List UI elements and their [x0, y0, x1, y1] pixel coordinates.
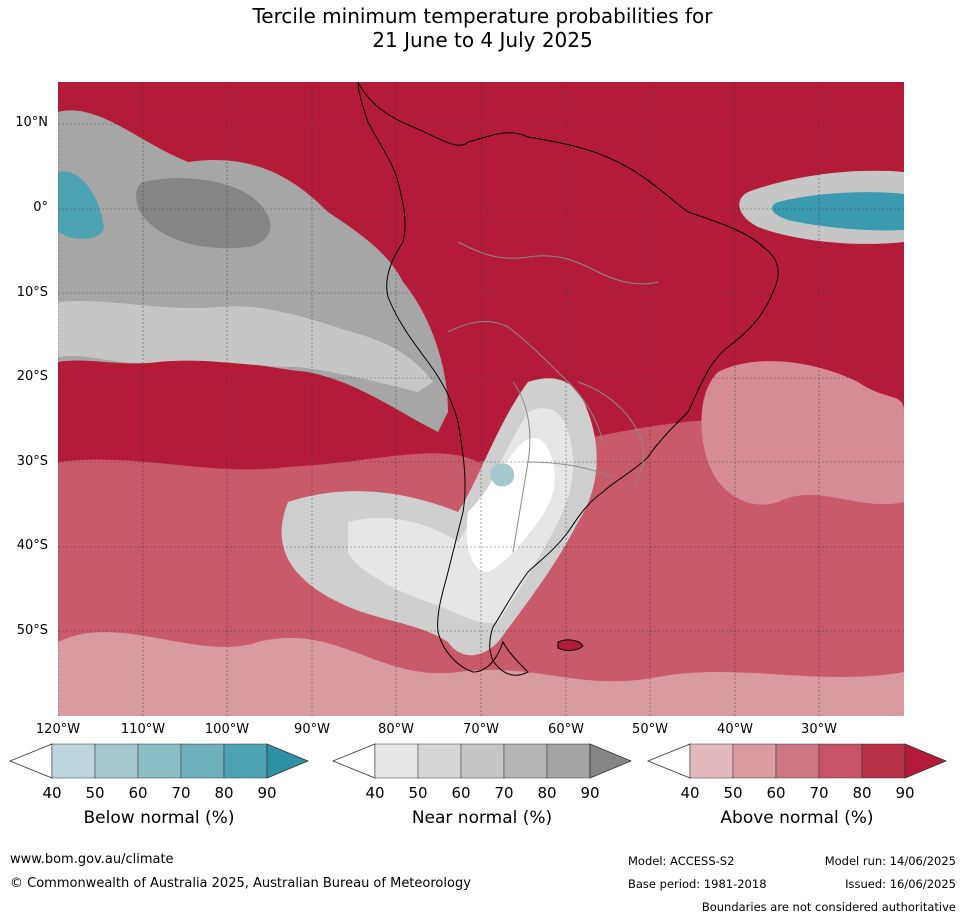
- above-tick-90: 90: [895, 784, 915, 802]
- south-america-coastline: [357, 82, 779, 676]
- above-colorbar-swatch-3: [775, 743, 820, 779]
- graticule: [58, 82, 904, 716]
- lon-label-100w: 100°W: [204, 722, 250, 737]
- lon-label-120w: 120°W: [35, 722, 81, 737]
- below-colorbar-swatch-2: [94, 743, 139, 779]
- lon-label-70w: 70°W: [463, 722, 499, 737]
- lon-label-50w: 50°W: [632, 722, 668, 737]
- near-normal-dark-region: [136, 178, 271, 249]
- below-normal-colorbar: [8, 743, 310, 779]
- below-colorbar-low-triangle: [8, 743, 53, 779]
- footer-url[interactable]: www.bom.gov.au/climate: [10, 852, 174, 867]
- below-colorbar-swatch-4: [180, 743, 225, 779]
- above-tick-60: 60: [766, 784, 786, 802]
- falkland-islands: [557, 639, 584, 651]
- near-colorbar-swatch-3: [460, 743, 505, 779]
- near-colorbar-high-triangle: [589, 743, 633, 779]
- above-normal-light-region-2: [701, 361, 904, 505]
- above-colorbar-swatch-4: [818, 743, 863, 779]
- lat-label-30s: 30°S: [16, 454, 48, 469]
- above-normal-title: Above normal (%): [720, 808, 874, 828]
- footer-disclaimer: Boundaries are not considered authoritat…: [701, 900, 956, 914]
- lat-label-10n: 10°N: [15, 115, 48, 130]
- above-colorbar-high-triangle: [904, 743, 948, 779]
- above-normal-colorbar: [646, 743, 948, 779]
- above-colorbar-swatch-2: [732, 743, 777, 779]
- chart-title: Tercile minimum temperature probabilitie…: [0, 4, 965, 52]
- lat-label-20s: 20°S: [16, 369, 48, 384]
- below-colorbar-swatch-3: [137, 743, 182, 779]
- lon-label-90w: 90°W: [294, 722, 330, 737]
- footer-copyright: © Commonwealth of Australia 2025, Austra…: [10, 876, 471, 891]
- near-normal-light-region: [58, 300, 433, 392]
- near-tick-70: 70: [494, 784, 514, 802]
- near-normal-white-region: [466, 438, 555, 572]
- below-tick-60: 60: [128, 784, 148, 802]
- above-tick-50: 50: [723, 784, 743, 802]
- lat-label-50s: 50°S: [16, 623, 48, 638]
- near-colorbar-low-triangle: [331, 743, 376, 779]
- footer-issued: Issued: 16/06/2025: [845, 877, 956, 891]
- below-normal-pacific-region: [58, 171, 104, 239]
- below-normal-title: Below normal (%): [83, 808, 235, 828]
- below-tick-90: 90: [257, 784, 277, 802]
- footer-model: Model: ACCESS-S2: [628, 854, 735, 868]
- below-tick-40: 40: [42, 784, 62, 802]
- title-line-1: Tercile minimum temperature probabilitie…: [252, 4, 713, 28]
- above-tick-70: 70: [809, 784, 829, 802]
- below-normal-atlantic-core: [772, 192, 904, 231]
- footer-model-run: Model run: 14/06/2025: [824, 854, 956, 868]
- below-colorbar-high-triangle: [266, 743, 310, 779]
- near-colorbar-swatch-1: [374, 743, 419, 779]
- below-colorbar-swatch-5: [223, 743, 268, 779]
- country-borders: [447, 241, 659, 553]
- below-tick-70: 70: [171, 784, 191, 802]
- near-tick-40: 40: [365, 784, 385, 802]
- below-colorbar-swatch-1: [51, 743, 96, 779]
- lon-label-80w: 80°W: [378, 722, 414, 737]
- lon-label-30w: 30°W: [801, 722, 837, 737]
- near-colorbar-swatch-5: [546, 743, 591, 779]
- near-tick-50: 50: [408, 784, 428, 802]
- near-colorbar-swatch-4: [503, 743, 548, 779]
- near-normal-title: Near normal (%): [411, 808, 553, 828]
- lon-label-110w: 110°W: [120, 722, 166, 737]
- below-normal-andes-region: [490, 463, 515, 487]
- below-tick-50: 50: [85, 784, 105, 802]
- above-tick-80: 80: [852, 784, 872, 802]
- above-colorbar-low-triangle: [646, 743, 691, 779]
- lon-label-60w: 60°W: [548, 722, 584, 737]
- lat-label-10s: 10°S: [16, 285, 48, 300]
- probability-map: [58, 82, 904, 716]
- lon-label-40w: 40°W: [717, 722, 753, 737]
- map-svg: [58, 82, 904, 716]
- near-colorbar-swatch-2: [417, 743, 462, 779]
- near-tick-80: 80: [537, 784, 557, 802]
- below-tick-80: 80: [214, 784, 234, 802]
- above-colorbar-swatch-5: [861, 743, 906, 779]
- footer-base-period: Base period: 1981-2018: [628, 877, 767, 891]
- near-tick-60: 60: [451, 784, 471, 802]
- lat-label-0: 0°: [33, 200, 48, 215]
- near-tick-90: 90: [580, 784, 600, 802]
- title-line-2: 21 June to 4 July 2025: [372, 28, 593, 52]
- above-tick-40: 40: [680, 784, 700, 802]
- near-normal-colorbar: [331, 743, 633, 779]
- above-colorbar-swatch-1: [689, 743, 734, 779]
- lat-label-40s: 40°S: [16, 538, 48, 553]
